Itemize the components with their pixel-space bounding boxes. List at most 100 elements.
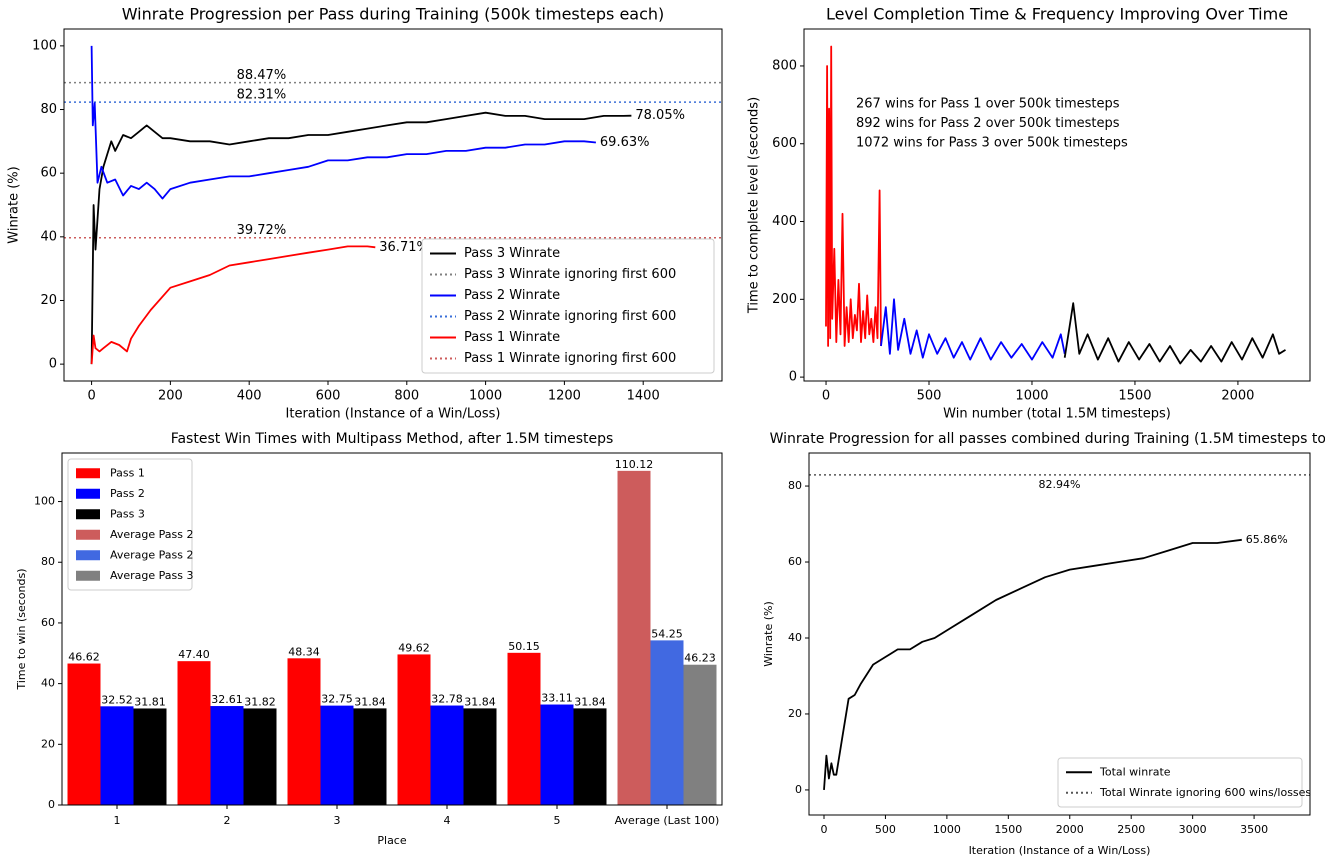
- value-label: 47.40: [178, 648, 210, 661]
- series-line: [823, 538, 1242, 790]
- chart-title: Winrate Progression for all passes combi…: [770, 431, 1325, 447]
- chart-title: Fastest Win Times with Multipass Method,…: [171, 431, 614, 447]
- x-tick-label: 500: [917, 389, 942, 404]
- legend-swatch: [76, 509, 100, 520]
- legend-label: Total winrate: [1099, 765, 1171, 778]
- plot-frame: [63, 28, 723, 382]
- end-label: 78.05%: [635, 108, 685, 123]
- legend-box: [421, 238, 715, 374]
- plot-frame: [808, 452, 1311, 816]
- annotation: 892 wins for Pass 2 over 500k timesteps: [856, 116, 1120, 131]
- y-tick-label: 40: [788, 631, 802, 644]
- y-tick-label: 0: [789, 370, 797, 385]
- legend-swatch: [76, 488, 100, 499]
- chart: Winrate Progression for all passes combi…: [762, 431, 1325, 857]
- y-tick-label: 20: [40, 293, 57, 308]
- bar: [573, 708, 607, 805]
- y-tick-label: 60: [40, 166, 57, 181]
- bar: [287, 658, 321, 805]
- x-tick-label: 1500: [1118, 389, 1151, 404]
- value-label: 32.52: [101, 693, 133, 706]
- x-axis-label: Win number (total 1.5M timesteps): [943, 407, 1171, 422]
- bar: [133, 708, 167, 805]
- series-line: [90, 45, 596, 200]
- bar: [243, 708, 277, 805]
- series-line: [90, 111, 632, 365]
- x-tick-label: 1500: [994, 823, 1022, 836]
- x-tick-label: 4: [444, 814, 451, 827]
- y-axis-label: Winrate (%): [7, 166, 22, 243]
- legend-label: Average Pass 2: [110, 548, 194, 561]
- legend-swatch: [76, 529, 100, 540]
- annotation: 267 wins for Pass 1 over 500k timesteps: [856, 97, 1120, 112]
- chart: Fastest Win Times with Multipass Method,…: [15, 431, 723, 847]
- end-label: 65.86%: [1246, 533, 1288, 546]
- x-tick-label: 2000: [1056, 823, 1084, 836]
- end-label: 36.71%: [379, 240, 429, 255]
- value-label: 110.12: [615, 458, 654, 471]
- y-tick-label: 200: [772, 292, 797, 307]
- legend-label: Total Winrate ignoring 600 wins/losses: [1099, 786, 1311, 799]
- y-tick-label: 0: [48, 798, 55, 811]
- legend-label: Pass 1 Winrate ignoring first 600: [464, 351, 676, 366]
- chart: Winrate Progression per Pass during Trai…: [7, 5, 723, 422]
- x-tick-label: 0: [87, 389, 95, 404]
- y-tick-label: 0: [49, 357, 57, 372]
- x-tick-label: 1000: [1015, 389, 1048, 404]
- legend-swatch: [76, 468, 100, 479]
- bar: [540, 704, 574, 805]
- bar: [397, 654, 431, 805]
- y-tick-label: 800: [772, 58, 797, 73]
- value-label: 48.34: [288, 645, 320, 658]
- value-label: 46.23: [684, 652, 716, 665]
- y-tick-label: 60: [41, 616, 55, 629]
- value-label: 31.84: [574, 695, 606, 708]
- reference-label: 82.31%: [237, 88, 287, 103]
- legend-label: Pass 1: [110, 466, 145, 479]
- legend-label: Pass 3 Winrate ignoring first 600: [464, 267, 676, 282]
- x-tick-label: 0: [820, 823, 827, 836]
- reference-label: 39.72%: [237, 223, 287, 238]
- x-tick-label: 1400: [627, 389, 660, 404]
- value-label: 33.11: [541, 692, 573, 705]
- series-line: [825, 45, 882, 347]
- bar: [430, 705, 464, 805]
- legend-label: Average Pass 3: [110, 569, 194, 582]
- x-axis-label: Iteration (Instance of a Win/Loss): [286, 407, 501, 422]
- chart-title: Level Completion Time & Frequency Improv…: [826, 5, 1288, 24]
- y-tick-label: 100: [34, 495, 55, 508]
- chart: Level Completion Time & Frequency Improv…: [747, 5, 1311, 422]
- plot-frame: [803, 28, 1311, 382]
- x-axis-label: Iteration (Instance of a Win/Loss): [969, 844, 1151, 857]
- reference-label: 82.94%: [1039, 478, 1081, 491]
- y-tick-label: 20: [41, 737, 55, 750]
- plot-frame: [61, 452, 723, 806]
- bar: [177, 661, 211, 805]
- x-tick-label: 1000: [933, 823, 961, 836]
- series-line: [880, 298, 1066, 361]
- legend-box: [1057, 757, 1303, 808]
- legend-label: Pass 3 Winrate: [464, 246, 560, 261]
- x-tick-label: 5: [554, 814, 561, 827]
- legend-label: Pass 2 Winrate ignoring first 600: [464, 309, 676, 324]
- y-tick-label: 20: [788, 707, 802, 720]
- value-label: 31.82: [244, 695, 276, 708]
- bar: [67, 663, 101, 805]
- x-tick-label: 2000: [1221, 389, 1254, 404]
- value-label: 46.62: [68, 651, 100, 664]
- bar: [650, 640, 684, 805]
- x-tick-label: 800: [394, 389, 419, 404]
- value-label: 32.75: [321, 693, 353, 706]
- x-tick-label: 3000: [1179, 823, 1207, 836]
- legend-swatch: [76, 550, 100, 561]
- value-label: 49.62: [398, 641, 430, 654]
- y-tick-label: 600: [772, 136, 797, 151]
- x-tick-label: 3: [334, 814, 341, 827]
- y-tick-label: 400: [772, 214, 797, 229]
- y-tick-label: 60: [788, 555, 802, 568]
- annotation: 1072 wins for Pass 3 over 500k timesteps: [856, 136, 1128, 151]
- bar: [683, 664, 717, 805]
- legend-label: Pass 2 Winrate: [464, 288, 560, 303]
- x-tick-label: 1000: [469, 389, 502, 404]
- y-tick-label: 0: [795, 783, 802, 796]
